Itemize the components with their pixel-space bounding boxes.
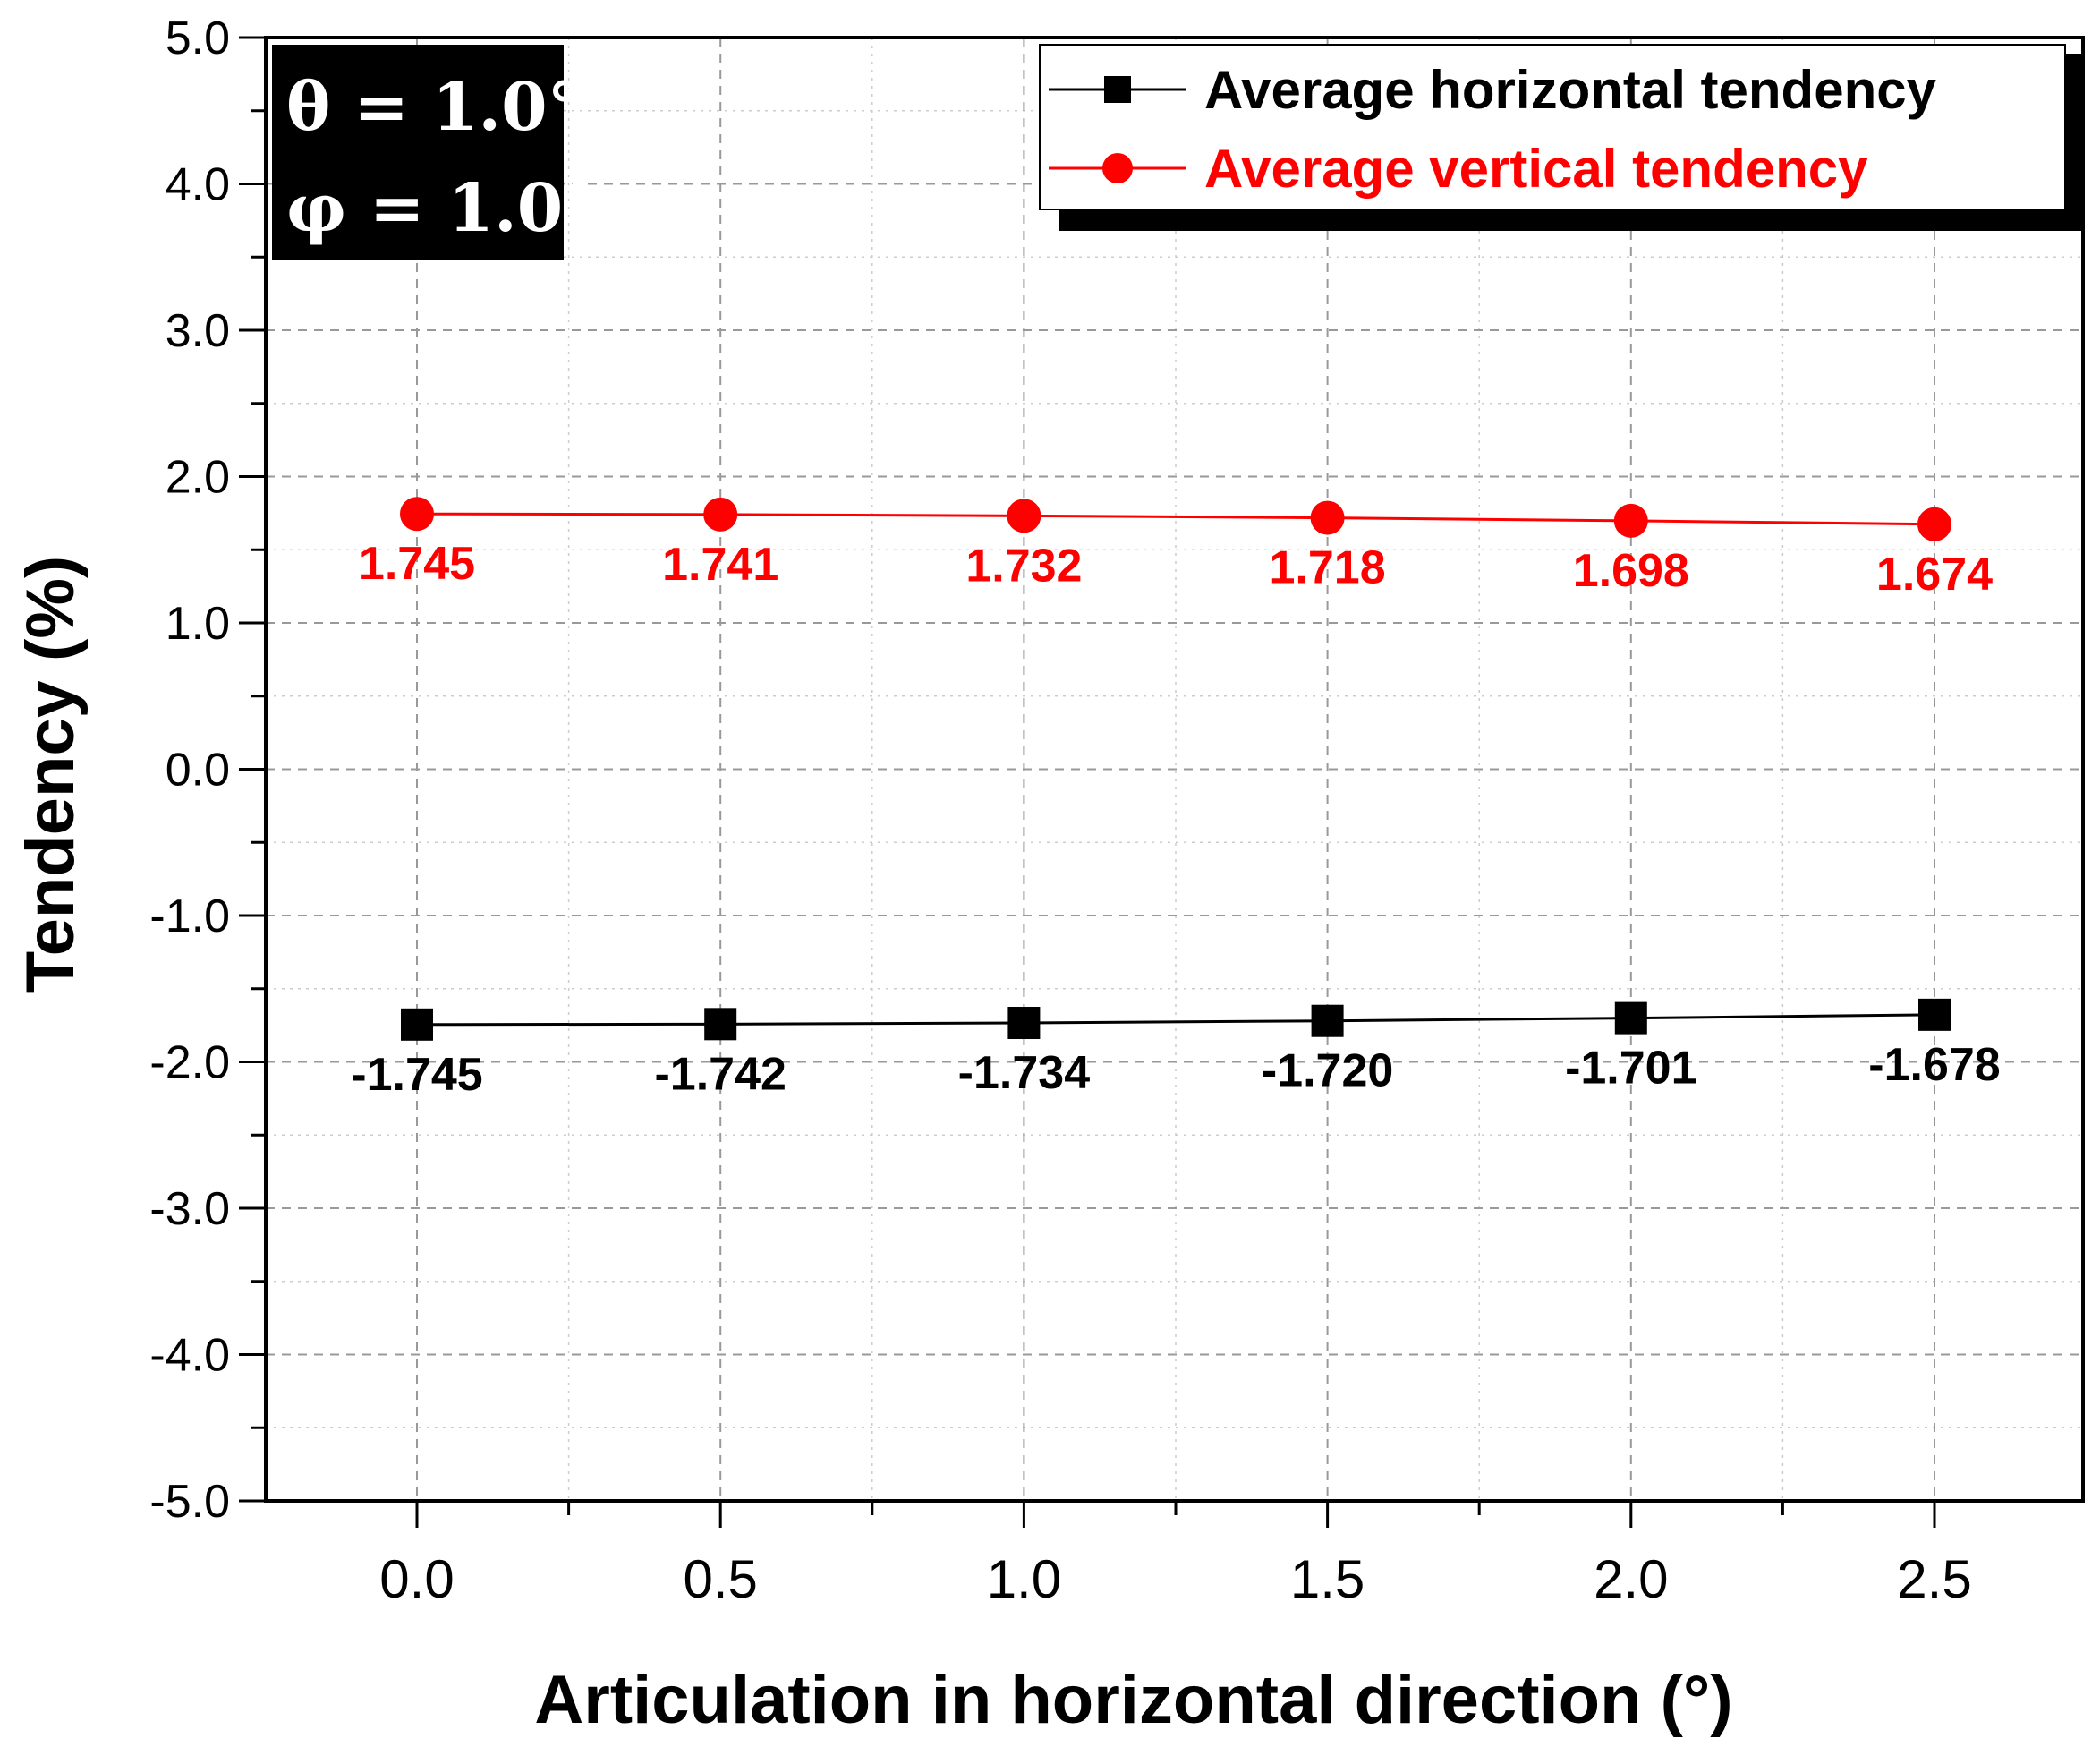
data-label: 1.741 — [662, 539, 778, 591]
data-point-square — [704, 1008, 737, 1041]
data-label: -1.720 — [1262, 1045, 1393, 1097]
y-tick-label: 4.0 — [166, 159, 230, 211]
axes — [239, 36, 2085, 1528]
data-point-circle — [703, 497, 738, 532]
data-point-square — [401, 1008, 433, 1041]
phi-annotation: φ = 1.0° — [286, 170, 596, 247]
y-tick-label: 0.0 — [166, 745, 230, 797]
x-tick-label: 0.5 — [683, 1549, 757, 1609]
data-label: 1.718 — [1270, 542, 1386, 594]
series-line-vertical — [416, 512, 1935, 526]
data-point-square — [1614, 1001, 1647, 1035]
y-tick-label: -4.0 — [149, 1330, 230, 1382]
data-point-square — [1007, 1007, 1041, 1040]
x-tick-label: 1.0 — [987, 1549, 1061, 1609]
data-label: 1.745 — [359, 538, 475, 590]
y-tick-label: -2.0 — [149, 1037, 230, 1089]
legend-horizontal-label: Average horizontal tendency — [1204, 60, 1937, 120]
x-tick-label: 1.5 — [1290, 1549, 1365, 1609]
data-point-circle — [1917, 507, 1951, 541]
legend-circle-marker-icon — [1102, 153, 1133, 183]
angle-annotation: θ = 1.0° φ = 1.0° — [272, 45, 596, 260]
tick-labels: 5.0 4.0 3.0 2.0 1.0 0.0 -1.0 -2.0 -3.0 -4.0 -5.0 0.… — [149, 13, 1971, 1609]
data-point-circle — [1007, 499, 1041, 533]
theta-annotation: θ = 1.0° — [286, 69, 581, 146]
data-label: 1.732 — [965, 540, 1082, 592]
data-label: 1.674 — [1876, 549, 1993, 601]
x-tick-label: 2.0 — [1594, 1549, 1668, 1609]
x-tick-label: 0.0 — [379, 1549, 454, 1609]
series-line-horizontal — [416, 1013, 1935, 1027]
data-label: -1.742 — [654, 1048, 786, 1100]
data-label: -1.745 — [351, 1049, 482, 1101]
data-point-square — [1311, 1004, 1344, 1037]
y-tick-label: 2.0 — [166, 452, 230, 504]
data-point-square — [1918, 998, 1951, 1031]
data-label: -1.678 — [1868, 1039, 2000, 1091]
y-tick-label: -1.0 — [149, 891, 230, 942]
data-label: -1.701 — [1565, 1043, 1696, 1095]
data-label: -1.734 — [958, 1047, 1091, 1099]
x-axis-title: Articulation in horizontal direction (°) — [534, 1662, 1732, 1738]
data-point-circle — [1310, 500, 1345, 535]
data-label: 1.698 — [1573, 545, 1689, 597]
y-tick-label: 1.0 — [166, 598, 230, 650]
data-point-circle — [400, 497, 434, 532]
y-tick-label: 3.0 — [166, 305, 230, 357]
y-tick-label: 5.0 — [166, 13, 230, 64]
legend-box — [1039, 44, 2066, 210]
y-tick-label: -5.0 — [149, 1476, 230, 1528]
legend: Average horizontal tendency Average vert… — [1039, 44, 2085, 231]
legend-square-marker-icon — [1104, 76, 1131, 103]
legend-vertical-label: Average vertical tendency — [1204, 139, 1868, 199]
data-series — [400, 497, 1951, 1041]
annotation-background — [272, 45, 564, 260]
x-tick-label: 2.5 — [1897, 1549, 1971, 1609]
data-labels: -1.745 -1.742 -1.734 -1.720 -1.701 -1.678 1.74… — [351, 538, 2000, 1101]
y-tick-label: -3.0 — [149, 1183, 230, 1235]
data-point-circle — [1613, 503, 1648, 538]
y-axis-title: Tendency (%) — [13, 556, 89, 993]
